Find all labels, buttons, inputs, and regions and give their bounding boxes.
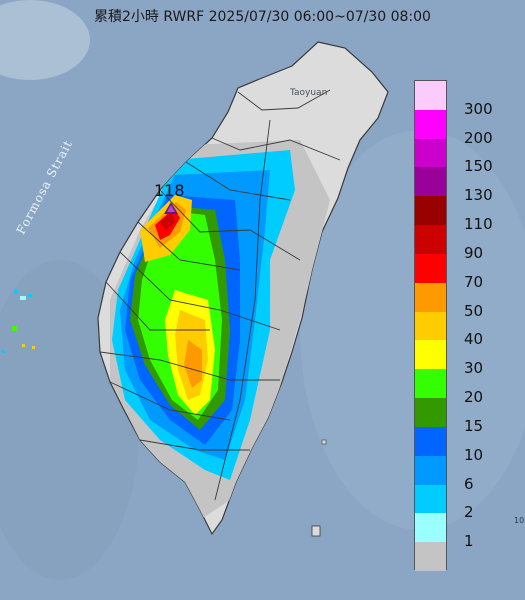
legend-swatch (415, 398, 446, 428)
city-label: Taoyuan (290, 88, 328, 98)
legend-label: 130 (464, 186, 493, 205)
legend-label: 20 (464, 388, 484, 407)
max-rainfall-label: 118 (154, 181, 185, 200)
legend-color-bar (414, 80, 447, 572)
legend-swatch (415, 369, 446, 399)
legend-swatch (415, 253, 446, 284)
legend-swatch (415, 138, 446, 168)
map-title: 累積2小時 RWRF 2025/07/30 06:00~07/30 08:00 (94, 9, 431, 25)
legend-label: 300 (464, 99, 493, 118)
legend-swatch (415, 340, 446, 370)
legend-swatch (415, 311, 446, 341)
legend-label: 1 (464, 532, 474, 551)
legend-label: 70 (464, 272, 484, 291)
rainfall-legend: 300 200 150 130 110 90 70 50 40 30 20 15 10 6 2 1 (414, 80, 519, 572)
legend-swatch (415, 513, 446, 543)
legend-label: 90 (464, 243, 484, 262)
legend-swatch (415, 542, 446, 572)
legend-label: 30 (464, 359, 484, 378)
legend-swatch (415, 282, 446, 313)
legend-swatch (415, 426, 446, 457)
legend-swatch (415, 167, 446, 197)
legend-swatch (415, 225, 446, 255)
max-rainfall-marker-icon (164, 202, 178, 214)
legend-swatch (415, 455, 446, 486)
legend-swatch (415, 109, 446, 140)
rainfall-overlay (110, 140, 330, 520)
legend-label: 110 (464, 215, 493, 234)
legend-label: 150 (464, 157, 493, 176)
corner-label: 10 (514, 516, 525, 525)
legend-swatch (415, 81, 446, 111)
legend-label: 40 (464, 330, 484, 349)
legend-label: 10 (464, 445, 484, 464)
legend-swatch (415, 484, 446, 514)
legend-swatch (415, 196, 446, 226)
offshore-islands (2, 290, 327, 537)
legend-label: 15 (464, 416, 484, 435)
legend-label: 6 (464, 474, 474, 493)
legend-label: 50 (464, 301, 484, 320)
county-borders (99, 89, 341, 501)
legend-label: 2 (464, 503, 474, 522)
legend-label: 200 (464, 128, 493, 147)
